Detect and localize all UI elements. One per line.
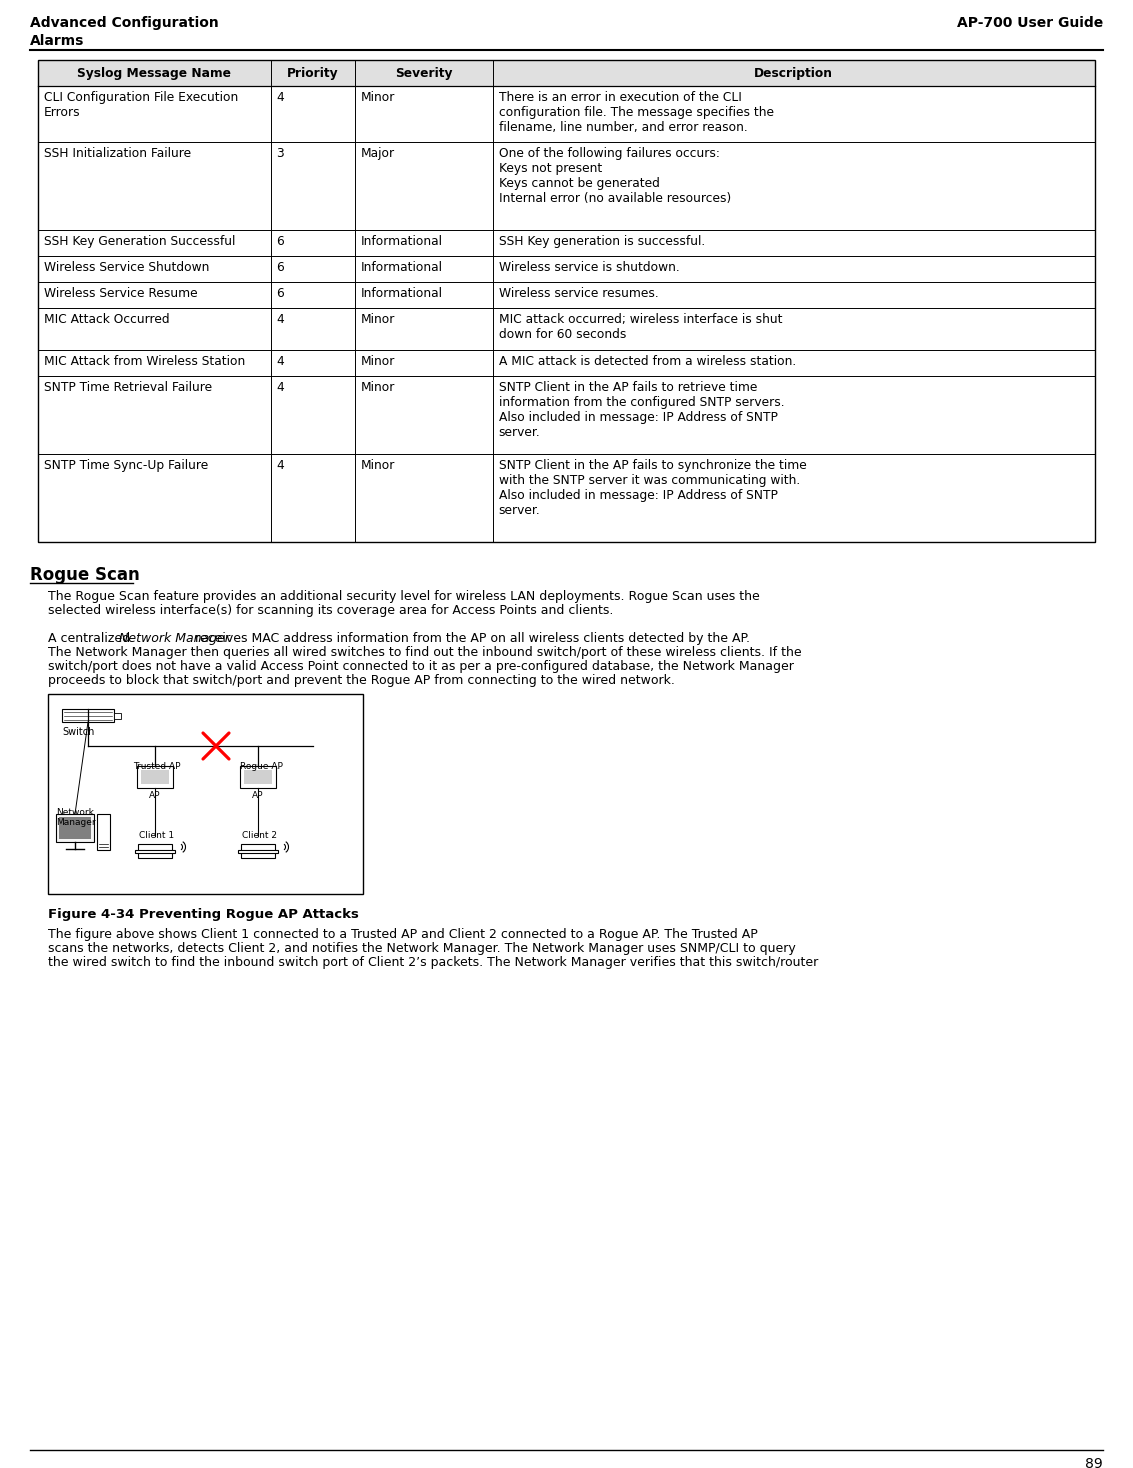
Text: scans the networks, detects Client 2, and notifies the Network Manager. The Netw: scans the networks, detects Client 2, an… xyxy=(48,942,795,956)
Text: Rogue Scan: Rogue Scan xyxy=(29,567,139,584)
Text: Minor: Minor xyxy=(361,313,395,326)
Text: 6: 6 xyxy=(276,261,284,275)
Text: Priority: Priority xyxy=(287,68,339,81)
Text: Advanced Configuration: Advanced Configuration xyxy=(29,16,219,29)
Text: Description: Description xyxy=(755,68,833,81)
Text: Figure 4-34 Preventing Rogue AP Attacks: Figure 4-34 Preventing Rogue AP Attacks xyxy=(48,909,359,920)
Text: 4: 4 xyxy=(276,91,284,104)
Text: Minor: Minor xyxy=(361,91,395,104)
Text: Wireless service is shutdown.: Wireless service is shutdown. xyxy=(499,261,680,275)
Text: A MIC attack is detected from a wireless station.: A MIC attack is detected from a wireless… xyxy=(499,355,795,368)
Text: SSH Key Generation Successful: SSH Key Generation Successful xyxy=(44,235,236,248)
Text: Minor: Minor xyxy=(361,355,395,368)
Text: CLI Configuration File Execution
Errors: CLI Configuration File Execution Errors xyxy=(44,91,238,119)
Text: Minor: Minor xyxy=(361,382,395,393)
Text: 3: 3 xyxy=(276,147,284,160)
Bar xyxy=(244,771,272,784)
Text: Wireless service resumes.: Wireless service resumes. xyxy=(499,288,658,299)
Bar xyxy=(62,709,114,722)
Text: 4: 4 xyxy=(276,459,284,473)
Text: AP: AP xyxy=(253,791,264,800)
Bar xyxy=(241,844,275,857)
Text: Rogue AP: Rogue AP xyxy=(240,762,283,771)
Text: A centralized: A centralized xyxy=(48,633,134,644)
Bar xyxy=(238,850,278,853)
Text: MIC Attack from Wireless Station: MIC Attack from Wireless Station xyxy=(44,355,245,368)
Text: SNTP Time Retrieval Failure: SNTP Time Retrieval Failure xyxy=(44,382,212,393)
Bar xyxy=(39,60,1094,542)
Text: 6: 6 xyxy=(276,288,284,299)
Text: SNTP Client in the AP fails to retrieve time
information from the configured SNT: SNTP Client in the AP fails to retrieve … xyxy=(499,382,784,439)
Text: 89: 89 xyxy=(1085,1458,1104,1468)
Text: Minor: Minor xyxy=(361,459,395,473)
Text: Network Manager: Network Manager xyxy=(119,633,230,644)
Text: MIC attack occurred; wireless interface is shut
down for 60 seconds: MIC attack occurred; wireless interface … xyxy=(499,313,782,341)
Text: The Rogue Scan feature provides an additional security level for wireless LAN de: The Rogue Scan feature provides an addit… xyxy=(48,590,760,603)
Text: AP-700 User Guide: AP-700 User Guide xyxy=(956,16,1104,29)
Text: 4: 4 xyxy=(276,313,284,326)
Text: receives MAC address information from the AP on all wireless clients detected by: receives MAC address information from th… xyxy=(190,633,750,644)
Text: Informational: Informational xyxy=(361,288,443,299)
Bar xyxy=(138,844,172,857)
Text: The Network Manager then queries all wired switches to find out the inbound swit: The Network Manager then queries all wir… xyxy=(48,646,802,659)
Bar xyxy=(56,813,94,843)
Text: 4: 4 xyxy=(276,355,284,368)
Text: Alarms: Alarms xyxy=(29,34,84,48)
Bar xyxy=(59,818,91,840)
Bar xyxy=(135,850,174,853)
Text: Severity: Severity xyxy=(395,68,452,81)
Text: Trusted AP: Trusted AP xyxy=(133,762,180,771)
Text: Major: Major xyxy=(361,147,395,160)
Text: the wired switch to find the inbound switch port of Client 2’s packets. The Netw: the wired switch to find the inbound swi… xyxy=(48,956,818,969)
Text: Informational: Informational xyxy=(361,261,443,275)
Text: One of the following failures occurs:
Keys not present
Keys cannot be generated
: One of the following failures occurs: Ke… xyxy=(499,147,731,206)
Text: Client 2: Client 2 xyxy=(242,831,276,840)
Text: SSH Key generation is successful.: SSH Key generation is successful. xyxy=(499,235,705,248)
Text: switch/port does not have a valid Access Point connected to it as per a pre-conf: switch/port does not have a valid Access… xyxy=(48,661,794,672)
Bar xyxy=(240,766,276,788)
Text: Syslog Message Name: Syslog Message Name xyxy=(77,68,231,81)
Bar xyxy=(140,771,169,784)
Text: Informational: Informational xyxy=(361,235,443,248)
Text: Wireless Service Resume: Wireless Service Resume xyxy=(44,288,197,299)
Text: Switch: Switch xyxy=(62,727,94,737)
Text: There is an error in execution of the CLI
configuration file. The message specif: There is an error in execution of the CL… xyxy=(499,91,774,134)
Text: Network
Manager: Network Manager xyxy=(56,807,95,828)
Text: Client 1: Client 1 xyxy=(139,831,174,840)
Text: proceeds to block that switch/port and prevent the Rogue AP from connecting to t: proceeds to block that switch/port and p… xyxy=(48,674,675,687)
Text: SSH Initialization Failure: SSH Initialization Failure xyxy=(44,147,191,160)
Text: MIC Attack Occurred: MIC Attack Occurred xyxy=(44,313,170,326)
Text: SNTP Client in the AP fails to synchronize the time
with the SNTP server it was : SNTP Client in the AP fails to synchroni… xyxy=(499,459,807,517)
Text: AP: AP xyxy=(150,791,161,800)
Text: The figure above shows Client 1 connected to a Trusted AP and Client 2 connected: The figure above shows Client 1 connecte… xyxy=(48,928,758,941)
Text: selected wireless interface(s) for scanning its coverage area for Access Points : selected wireless interface(s) for scann… xyxy=(48,603,613,617)
Bar xyxy=(39,60,1094,87)
Text: Wireless Service Shutdown: Wireless Service Shutdown xyxy=(44,261,210,275)
Bar xyxy=(137,766,173,788)
Text: 6: 6 xyxy=(276,235,284,248)
Bar xyxy=(97,813,110,850)
Bar xyxy=(114,712,121,718)
Text: 4: 4 xyxy=(276,382,284,393)
Bar xyxy=(48,694,363,894)
Text: SNTP Time Sync-Up Failure: SNTP Time Sync-Up Failure xyxy=(44,459,208,473)
